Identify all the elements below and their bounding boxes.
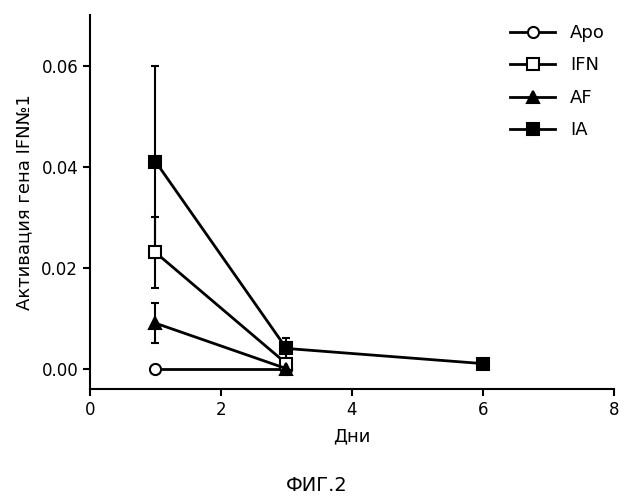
Y-axis label: Активация гена IFN№1: Активация гена IFN№1: [15, 94, 33, 310]
Legend: Apo, IFN, AF, IA: Apo, IFN, AF, IA: [510, 24, 605, 140]
X-axis label: Дни: Дни: [333, 427, 370, 445]
Text: ФИГ.2: ФИГ.2: [286, 476, 348, 495]
